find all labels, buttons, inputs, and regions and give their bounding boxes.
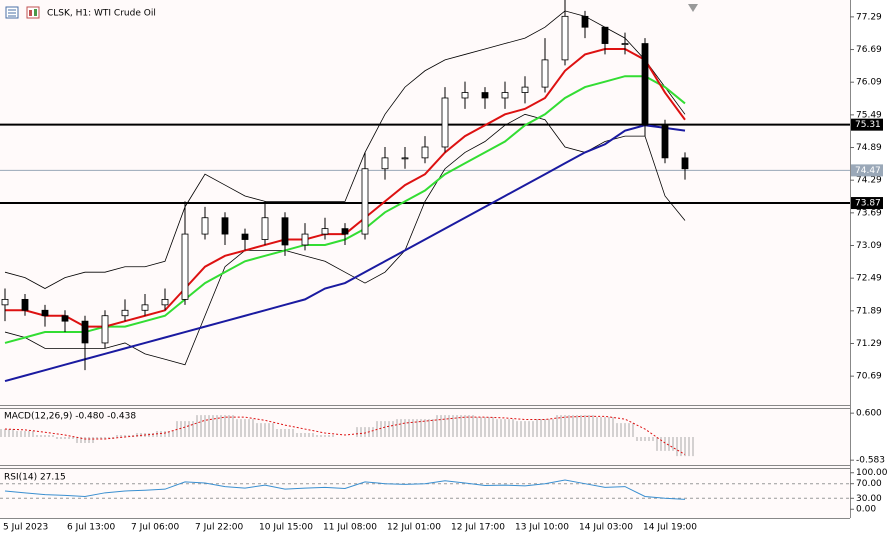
- marker-triangle: [688, 4, 698, 12]
- candle-body: [441, 97, 449, 148]
- y-tick-label: 72.49: [856, 274, 882, 284]
- candle-body: [261, 217, 269, 240]
- candle-body: [401, 157, 409, 160]
- x-tick-label: 6 Jul 13:00: [67, 523, 116, 533]
- indicator-line: [4, 124, 686, 383]
- candle-body: [501, 92, 509, 99]
- level-label: 74.47: [855, 166, 881, 176]
- candle-body: [381, 157, 389, 170]
- candle-body: [341, 228, 349, 235]
- candle-body: [461, 92, 469, 99]
- candle-body: [1, 298, 9, 306]
- indicator-line: [4, 113, 686, 366]
- candle-body: [681, 157, 689, 170]
- x-tick-label: 14 Jul 19:00: [643, 523, 697, 533]
- candle-body: [561, 15, 569, 61]
- level-label: 75.31: [855, 120, 881, 130]
- plot-bg: [0, 0, 850, 518]
- candle-body: [21, 298, 29, 311]
- candle-body: [541, 59, 549, 88]
- candle-body: [81, 320, 89, 344]
- candle-body: [161, 298, 169, 306]
- toolbar-icons: [5, 6, 40, 19]
- x-tick-label: 14 Jul 03:00: [579, 523, 633, 533]
- level-label-bg: [851, 118, 883, 131]
- chart-title: CLSK, H1: WTI Crude Oil: [47, 9, 156, 19]
- candle-body: [181, 233, 189, 300]
- macd-signal: [4, 415, 686, 455]
- y-tick-label: 0.600: [856, 409, 882, 419]
- x-tick-label: 13 Jul 10:00: [515, 523, 569, 533]
- candle-body: [601, 26, 609, 44]
- x-tick-label: 11 Jul 08:00: [323, 523, 377, 533]
- x-tick-label: 10 Jul 15:00: [259, 523, 313, 533]
- candle-body: [421, 146, 429, 159]
- y-tick-label: 74.29: [856, 176, 882, 186]
- y-tick-label: 74.89: [856, 143, 882, 153]
- candle-body: [61, 315, 69, 322]
- y-tick-label: 73.09: [856, 241, 882, 251]
- x-tick-label: 7 Jul 22:00: [195, 523, 244, 533]
- level-label: 73.87: [855, 199, 881, 209]
- level-label-bg: [851, 164, 883, 177]
- level-label-bg: [851, 197, 883, 210]
- y-tick-label: 76.69: [856, 45, 882, 55]
- candle-body: [581, 15, 589, 28]
- candle-body: [121, 309, 129, 317]
- candle-body: [221, 217, 229, 235]
- rsi-line: [4, 479, 686, 500]
- x-tick-label: 7 Jul 06:00: [131, 523, 180, 533]
- x-tick-label: 12 Jul 01:00: [387, 523, 441, 533]
- candle-body: [661, 124, 669, 159]
- candle-body: [301, 233, 309, 246]
- indicator-line: [4, 10, 686, 289]
- candle-body: [41, 309, 49, 317]
- y-tick-label: 100.00: [856, 468, 888, 478]
- candle-body: [621, 43, 629, 45]
- y-tick-label: 76.09: [856, 78, 882, 88]
- y-tick-label: 70.00: [856, 479, 882, 489]
- candle-body: [101, 315, 109, 344]
- macd-title: MACD(12,26,9) -0.480 -0.438: [4, 412, 136, 422]
- rsi-title: RSI(14) 27.15: [4, 473, 66, 483]
- candle-body: [241, 233, 249, 240]
- x-tick-label: 5 Jul 2023: [3, 523, 48, 533]
- y-tick-label: 71.89: [856, 306, 882, 316]
- y-tick-label: 73.69: [856, 208, 882, 218]
- candle-body: [521, 86, 529, 93]
- candle-body: [321, 228, 329, 235]
- candle-body: [281, 217, 289, 246]
- candle-body: [201, 217, 209, 235]
- y-tick-label: -0.583: [856, 456, 885, 466]
- y-tick-label: 0.00: [856, 505, 876, 515]
- candle-body: [141, 304, 149, 311]
- y-tick-label: 75.49: [856, 110, 882, 120]
- y-tick-label: 30.00: [856, 494, 882, 504]
- candle-body: [361, 168, 369, 235]
- x-tick-label: 12 Jul 17:00: [451, 523, 505, 533]
- y-tick-label: 70.69: [856, 372, 882, 382]
- candle-body: [641, 43, 649, 126]
- candle-body: [481, 92, 489, 99]
- y-tick-label: 71.29: [856, 339, 882, 349]
- y-tick-label: 77.29: [856, 12, 882, 22]
